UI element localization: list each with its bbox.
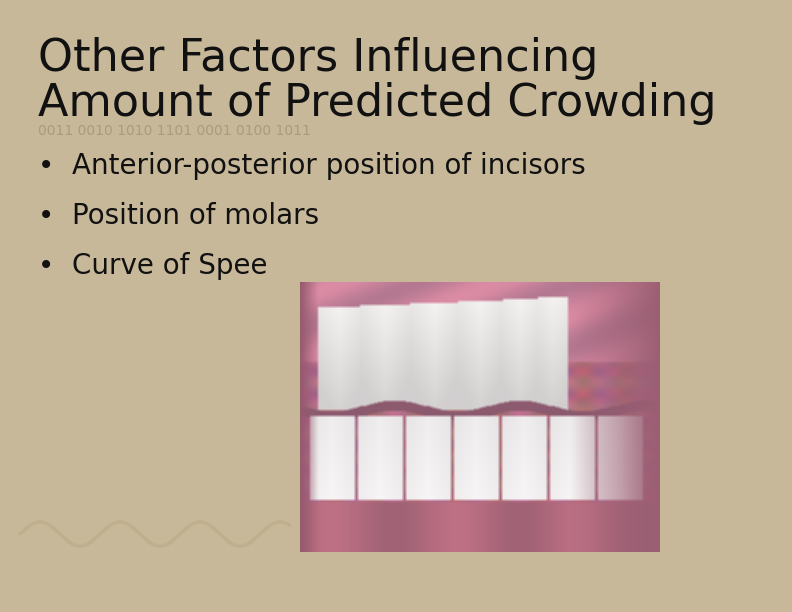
Text: •  Anterior-posterior position of incisors: • Anterior-posterior position of incisor… — [38, 152, 586, 180]
Text: Amount of Predicted Crowding: Amount of Predicted Crowding — [38, 82, 717, 125]
Text: •  Position of molars: • Position of molars — [38, 202, 319, 230]
Text: Other Factors Influencing: Other Factors Influencing — [38, 37, 599, 80]
Text: 0011 0010 1010 1101 0001 0100 1011: 0011 0010 1010 1101 0001 0100 1011 — [38, 124, 311, 138]
Text: •  Curve of Spee: • Curve of Spee — [38, 252, 268, 280]
